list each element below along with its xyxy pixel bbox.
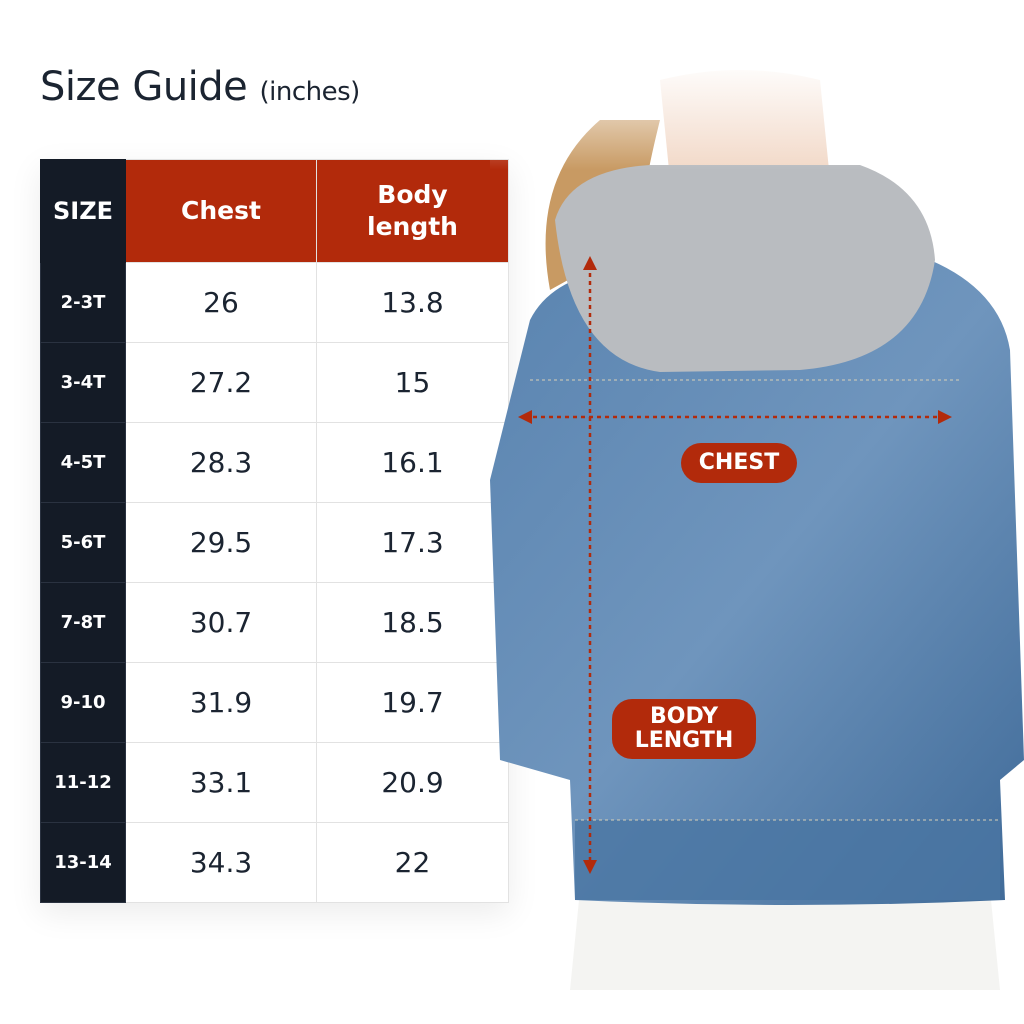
body-length-cell: 20.9 <box>316 742 509 823</box>
size-cell: 2-3T <box>40 262 126 343</box>
body-length-cell: 16.1 <box>316 422 509 503</box>
table-row: 9-10 31.9 19.7 <box>40 662 509 743</box>
body-length-cell: 22 <box>316 822 509 903</box>
header-body-length-line1: Body <box>377 180 448 209</box>
size-cell: 7-8T <box>40 582 126 663</box>
chest-cell: 30.7 <box>125 582 317 663</box>
table-row: 2-3T 26 13.8 <box>40 262 509 343</box>
size-cell: 5-6T <box>40 502 126 583</box>
chest-cell: 26 <box>125 262 317 343</box>
header-body-length: Body length <box>316 159 509 263</box>
header-chest: Chest <box>125 159 317 263</box>
jacket-illustration <box>490 60 1024 990</box>
header-body-length-line2: length <box>367 212 458 241</box>
waistband <box>575 820 1000 900</box>
chest-cell: 31.9 <box>125 662 317 743</box>
size-cell: 4-5T <box>40 422 126 503</box>
table-row: 5-6T 29.5 17.3 <box>40 502 509 583</box>
body-length-cell: 17.3 <box>316 502 509 583</box>
jacket-photo <box>490 60 1024 990</box>
body-length-label-line1: BODY <box>649 704 719 729</box>
chest-cell: 29.5 <box>125 502 317 583</box>
body-length-cell: 18.5 <box>316 582 509 663</box>
table-row: 7-8T 30.7 18.5 <box>40 582 509 663</box>
shirt-bottom <box>570 890 1000 990</box>
page-title: Size Guide (inches) <box>40 64 360 110</box>
table-row: 11-12 33.1 20.9 <box>40 742 509 823</box>
body-length-label: BODY LENGTH <box>612 699 756 759</box>
hood <box>555 165 935 372</box>
chest-cell: 27.2 <box>125 342 317 423</box>
chest-label: CHEST <box>681 443 797 483</box>
chest-cell: 34.3 <box>125 822 317 903</box>
body-length-cell: 19.7 <box>316 662 509 743</box>
table-header-row: SIZE Chest Body length <box>40 159 509 263</box>
size-cell: 11-12 <box>40 742 126 823</box>
body-length-cell: 13.8 <box>316 262 509 343</box>
size-table: SIZE Chest Body length 2-3T 26 13.8 3-4T 27.2… <box>40 159 509 903</box>
header-size: SIZE <box>40 159 126 263</box>
chest-cell: 28.3 <box>125 422 317 503</box>
size-cell: 13-14 <box>40 822 126 903</box>
body-length-label-line2: LENGTH <box>634 728 734 753</box>
table-row: 13-14 34.3 22 <box>40 822 509 903</box>
size-cell: 9-10 <box>40 662 126 743</box>
chest-cell: 33.1 <box>125 742 317 823</box>
table-row: 3-4T 27.2 15 <box>40 342 509 423</box>
title-unit: (inches) <box>259 77 361 107</box>
body-length-cell: 15 <box>316 342 509 423</box>
table-row: 4-5T 28.3 16.1 <box>40 422 509 503</box>
title-text: Size Guide <box>40 64 248 110</box>
size-cell: 3-4T <box>40 342 126 423</box>
